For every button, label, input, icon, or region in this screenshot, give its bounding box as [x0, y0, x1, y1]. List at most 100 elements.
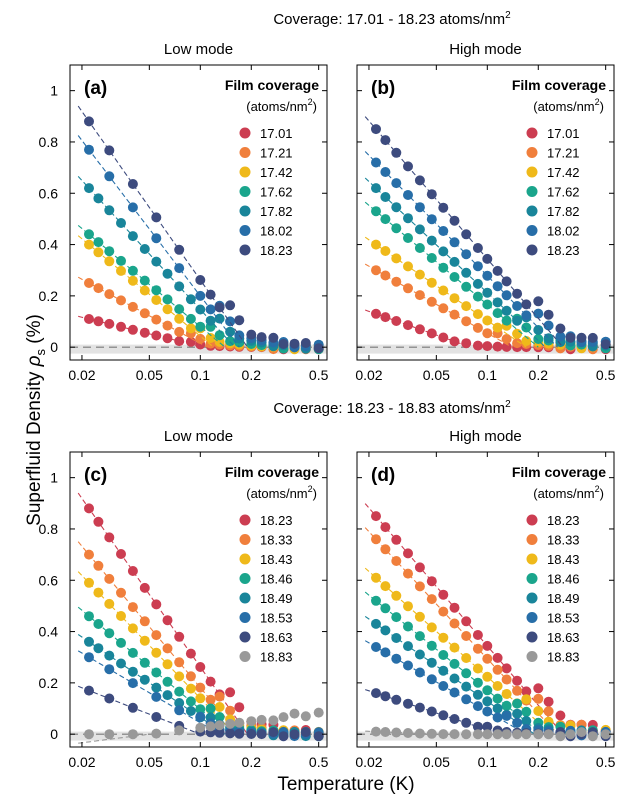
legend-marker — [526, 244, 538, 256]
data-point — [555, 731, 566, 742]
y-tick-label: 0.2 — [39, 288, 59, 304]
data-point — [139, 582, 150, 593]
legend-label: 18.46 — [260, 572, 293, 587]
data-point — [403, 548, 413, 559]
data-point — [512, 698, 523, 709]
data-point — [371, 308, 381, 319]
data-point — [501, 334, 512, 344]
data-point — [391, 633, 402, 643]
data-point — [533, 693, 544, 704]
data-point — [151, 647, 162, 658]
data-point — [214, 313, 225, 324]
data-point — [512, 338, 523, 349]
data-point — [139, 657, 150, 668]
x-tick-label: 0.1 — [191, 754, 211, 770]
data-point — [151, 314, 162, 325]
data-point — [482, 315, 493, 326]
data-point — [587, 731, 598, 742]
legend-label: 18.53 — [260, 611, 293, 626]
data-point — [403, 320, 413, 331]
data-point — [492, 681, 503, 691]
data-point — [313, 731, 324, 742]
data-point — [93, 516, 104, 527]
data-point — [93, 247, 104, 258]
x-tick-label: 0.2 — [242, 754, 262, 770]
data-point — [512, 685, 523, 696]
data-point — [472, 291, 483, 302]
data-point — [533, 683, 544, 694]
data-point — [426, 296, 437, 307]
y-tick-label: 0.8 — [39, 134, 59, 150]
data-point — [492, 652, 503, 663]
data-point — [426, 594, 437, 605]
data-point — [371, 618, 381, 629]
data-point — [461, 281, 472, 292]
legend-label: 18.46 — [547, 572, 580, 587]
mode-title: Low mode — [164, 428, 233, 445]
data-point — [127, 324, 138, 335]
legend-marker — [239, 592, 251, 604]
legend-label: 18.49 — [547, 591, 580, 606]
data-point — [214, 702, 225, 712]
data-point — [565, 332, 576, 343]
data-point — [93, 643, 104, 654]
data-point — [225, 687, 236, 698]
data-point — [371, 534, 381, 545]
data-point — [225, 300, 236, 311]
data-point — [93, 587, 104, 598]
legend-unit: (atoms/nm2) — [246, 97, 317, 114]
data-point — [225, 705, 236, 716]
data-point — [472, 278, 483, 289]
data-point — [195, 662, 206, 672]
data-point — [371, 595, 381, 606]
data-point — [104, 171, 115, 182]
data-point — [104, 318, 115, 329]
data-point — [426, 576, 437, 587]
legend-label: 17.42 — [260, 165, 293, 180]
data-point — [151, 691, 162, 702]
data-point — [472, 243, 483, 253]
x-tick-label: 0.02 — [355, 754, 382, 770]
data-point — [403, 283, 413, 294]
x-tick-label: 0.05 — [423, 754, 450, 770]
data-point — [104, 664, 115, 675]
data-point — [449, 309, 460, 320]
legend-title: Film coverage — [225, 464, 319, 480]
data-point — [438, 202, 449, 213]
data-point — [278, 731, 289, 742]
data-point — [127, 647, 138, 658]
plot-area — [364, 503, 611, 742]
x-tick-label: 0.1 — [478, 754, 498, 770]
data-point — [449, 272, 460, 282]
data-point — [449, 714, 460, 724]
data-point — [234, 717, 245, 728]
data-point — [116, 637, 126, 648]
data-point — [93, 560, 104, 571]
data-point — [162, 320, 173, 331]
data-point — [246, 729, 257, 739]
data-point — [512, 315, 523, 326]
data-point — [461, 631, 472, 641]
data-point — [139, 275, 150, 286]
data-point — [438, 632, 449, 643]
data-point — [482, 640, 493, 651]
panel-d: 0.02 0.05 0.1 0.2 0.5 High mode (d) Film covera… — [355, 428, 615, 770]
data-point — [104, 256, 115, 267]
data-point — [195, 704, 206, 715]
data-point — [391, 534, 402, 545]
data-point — [93, 619, 104, 629]
data-point — [380, 214, 391, 225]
data-point — [449, 237, 460, 248]
data-point — [214, 691, 225, 702]
legend-marker — [239, 573, 251, 584]
data-point — [414, 324, 425, 335]
plot-frame — [356, 451, 615, 748]
data-point — [438, 246, 449, 257]
data-point — [576, 727, 587, 738]
data-point — [93, 237, 104, 248]
data-point — [414, 175, 425, 186]
legend-label: 18.02 — [547, 224, 580, 239]
data-point — [127, 729, 138, 740]
data-point — [84, 729, 94, 740]
data-point — [414, 631, 425, 642]
